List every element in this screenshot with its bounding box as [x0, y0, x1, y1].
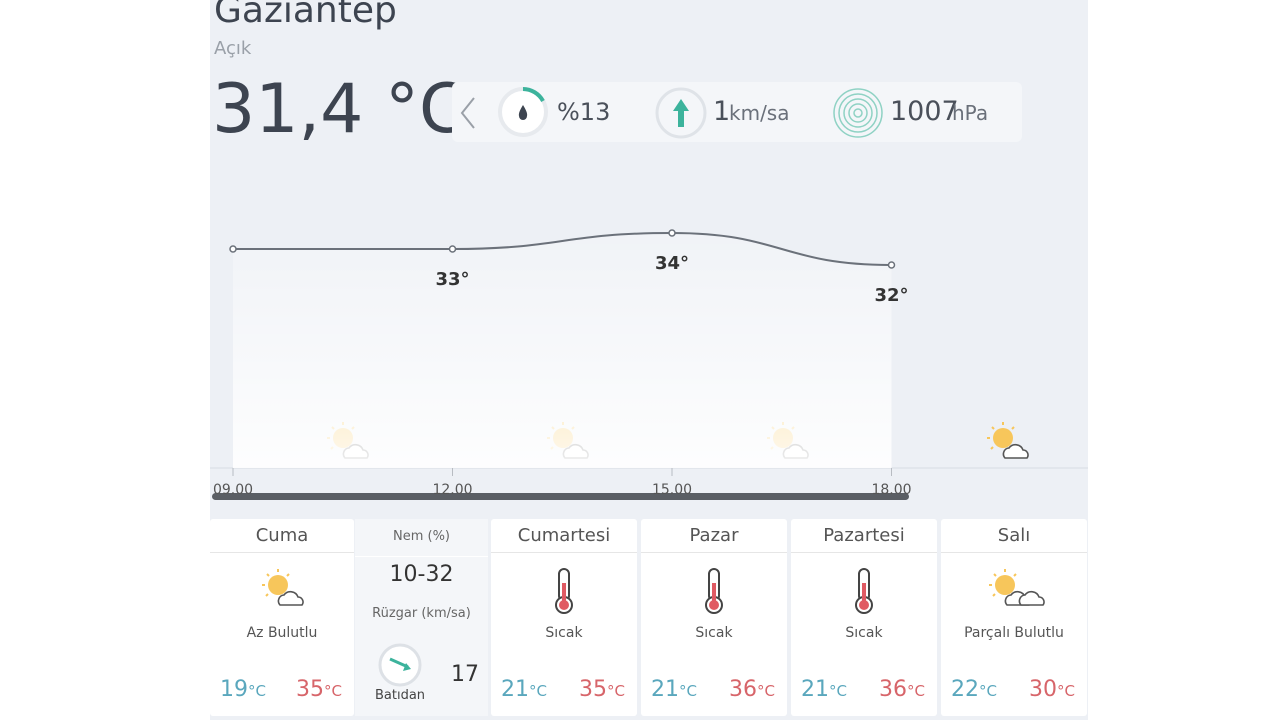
temp-point: [448, 245, 457, 253]
day-name: Salı: [997, 525, 1031, 546]
weather-panel: Gaziantep Açık 31,4 °C %13 1 km/sa 1007 …: [210, 0, 1088, 720]
wind-direction-icon: [378, 643, 422, 687]
wind-speed: 17: [451, 662, 479, 687]
scrollbar[interactable]: [212, 493, 909, 500]
city: Gaziantep: [214, 0, 397, 31]
area-fill: [233, 233, 892, 468]
day-low: 21°C: [801, 677, 847, 702]
day-card[interactable]: Pazartesi Sıcak 21°C 36°C: [791, 519, 937, 716]
temp-line: [232, 231, 892, 266]
day-high: 36°C: [729, 677, 775, 702]
day-name: Pazartesi: [823, 525, 905, 546]
day-low: 19°C: [220, 677, 266, 702]
temp-point: [229, 245, 237, 253]
x-tick-label: 15.00: [652, 482, 692, 498]
wind-label: Rüzgar (km/sa): [372, 606, 471, 621]
weather-icon: [986, 421, 1029, 459]
wind-unit: km/sa: [729, 101, 790, 125]
day-low: 22°C: [951, 677, 997, 702]
wind-direction: Batıdan: [375, 688, 426, 703]
wind-icon: [655, 87, 707, 139]
day-high: 36°C: [879, 677, 925, 702]
day-condition: Sıcak: [545, 625, 583, 641]
humidity-icon: [498, 87, 548, 137]
temperature: 31,4 °C: [212, 70, 467, 149]
day-card[interactable]: Cuma Az Bulutlu 19°C 35°C: [210, 519, 354, 716]
hourly-chart: 09.00 33° 12.00 34° 15.00 32° 18.00: [210, 229, 1088, 500]
day-icon: [988, 568, 1045, 606]
humidity: %13: [557, 98, 611, 126]
temp-label: 33°: [435, 269, 469, 290]
temp-label: 32°: [874, 285, 908, 306]
day-low: 21°C: [501, 677, 547, 702]
condition: Açık: [214, 38, 252, 59]
pressure-unit: hPa: [952, 101, 989, 125]
day-low: 21°C: [651, 677, 697, 702]
x-tick-label: 12.00: [432, 482, 472, 498]
day-icon: [261, 568, 304, 606]
prev-button[interactable]: [458, 96, 478, 130]
day-card[interactable]: Pazar Sıcak 21°C 36°C: [641, 519, 787, 716]
x-tick-label: 18.00: [871, 482, 911, 498]
day-condition: Parçalı Bulutlu: [964, 625, 1064, 641]
day-high: 35°C: [579, 677, 625, 702]
day-condition: Sıcak: [845, 625, 883, 641]
day-icon: [705, 568, 723, 614]
pressure-icon: [833, 88, 883, 138]
x-tick-label: 09.00: [213, 482, 253, 498]
day-icon: [855, 568, 873, 614]
day-card[interactable]: Salı Parçalı Bulutlu 22°C 30°C: [941, 519, 1087, 716]
day-card[interactable]: Cumartesi Sıcak 21°C 35°C: [491, 519, 637, 716]
humidity-range: 10-32: [389, 562, 454, 587]
day-condition: Sıcak: [695, 625, 733, 641]
day-name: Cuma: [255, 525, 309, 546]
day-high: 35°C: [296, 677, 342, 702]
pressure-value: 1007: [890, 96, 959, 127]
wind-value: 1: [713, 96, 731, 127]
day-name: Cumartesi: [517, 525, 611, 546]
humidity-label: Nem (%): [392, 529, 450, 544]
day-details: Nem (%) 10-32 Rüzgar (km/sa) Batıdan 17: [355, 519, 488, 716]
day-condition: Az Bulutlu: [246, 625, 318, 641]
info-bar: %13 1 km/sa 1007 hPa: [452, 82, 1022, 142]
temp-point: [668, 229, 676, 237]
temp-point: [887, 261, 896, 269]
day-high: 30°C: [1029, 677, 1075, 702]
temp-label: 34°: [655, 253, 689, 274]
day-icon: [555, 568, 573, 614]
day-name: Pazar: [689, 525, 739, 546]
